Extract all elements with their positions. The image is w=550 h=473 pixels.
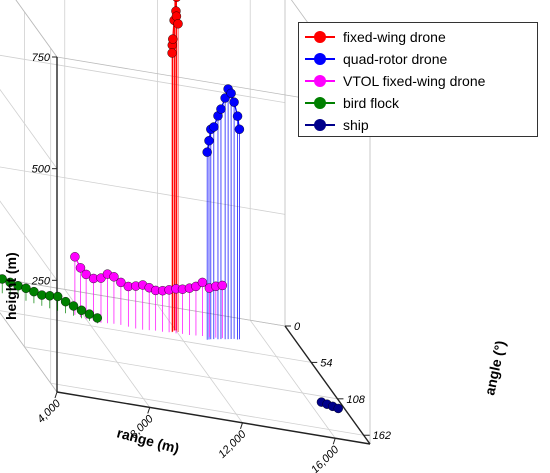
bird-flock-point <box>45 291 55 301</box>
quad-rotor-drone-point <box>232 111 243 121</box>
angle-tick-label: 162 <box>373 430 391 442</box>
legend-swatch-quad-rotor-drone <box>305 51 335 67</box>
height-tick-label: 250 <box>31 275 51 287</box>
legend-swatch-marker <box>314 53 326 65</box>
quad-rotor-drone-point <box>234 124 245 134</box>
quad-rotor-drone-point <box>226 88 236 99</box>
legend-swatch-marker <box>314 75 326 87</box>
vtol-fixed-wing-drone-point <box>109 272 119 282</box>
legend: fixed-wing drone quad-rotor drone VTOL fix… <box>298 22 538 137</box>
legend-item-quad-rotor-drone: quad-rotor drone <box>305 49 447 69</box>
legend-swatch-vtol-fixed-wing-drone <box>305 73 335 89</box>
angle-axis-line <box>284 325 371 445</box>
quad-rotor-drone-point <box>209 122 219 132</box>
angle-tick-label: 108 <box>346 394 365 406</box>
bird-flock-point <box>37 290 47 300</box>
legend-swatch-marker <box>314 119 326 131</box>
bird-flock-point <box>60 296 71 307</box>
legend-label: bird flock <box>343 95 400 111</box>
legend-item-vtol-fixed-wing-drone: VTOL fixed-wing drone <box>305 71 485 91</box>
z-axis-label: height (m) <box>3 252 19 320</box>
bird-flock-point <box>68 301 79 311</box>
left-wall-gridline <box>15 0 58 58</box>
left-wall-gridline <box>0 88 58 169</box>
legend-swatch-ship <box>305 117 335 133</box>
fixed-wing-drone-point <box>167 48 177 58</box>
floor-gridline-angle <box>50 382 364 436</box>
quad-rotor-drone-point <box>204 136 214 146</box>
vtol-fixed-wing-drone-point <box>197 277 208 288</box>
range-axis-line <box>56 391 371 445</box>
bird-flock-point <box>52 291 63 302</box>
quad-rotor-drone-point <box>216 104 226 114</box>
range-tick-mark <box>54 391 58 399</box>
bird-flock-point <box>0 274 7 284</box>
fixed-wing-drone-point <box>172 0 181 2</box>
y-axis-label: angle (°) <box>481 339 508 397</box>
quad-rotor-drone-point <box>229 97 239 107</box>
vtol-fixed-wing-drone-point <box>81 269 91 280</box>
left-wall-gridline <box>0 200 58 281</box>
vtol-fixed-wing-drone-point <box>75 263 86 273</box>
range-tick-mark <box>332 438 336 445</box>
bird-flock-point <box>29 286 39 297</box>
legend-item-bird-flock: bird flock <box>305 93 399 113</box>
floor-gridline-range <box>157 304 243 424</box>
legend-label: quad-rotor drone <box>343 51 448 67</box>
fixed-wing-drone-point <box>168 34 178 44</box>
data-points <box>0 0 343 414</box>
bird-flock-point <box>84 309 95 319</box>
vtol-fixed-wing-drone-point <box>217 280 228 291</box>
legend-label: ship <box>343 117 369 133</box>
drop-lines <box>1 0 240 340</box>
angle-tick-label: 0 <box>294 321 301 333</box>
height-tick-label: 500 <box>32 164 51 176</box>
legend-item-fixed-wing-drone: fixed-wing drone <box>305 27 446 47</box>
bird-flock-point <box>76 305 87 315</box>
fixed-wing-drone-point <box>173 19 183 29</box>
range-tick-label: 4,000 <box>35 397 64 426</box>
vtol-fixed-wing-drone-point <box>70 252 80 262</box>
height-tick-label: 750 <box>32 52 51 64</box>
angle-tick-label: 54 <box>320 357 332 369</box>
box-edge <box>15 0 58 58</box>
range-tick-label: 16,000 <box>309 443 342 473</box>
legend-item-ship: ship <box>305 115 369 135</box>
quad-rotor-drone-point <box>202 147 212 157</box>
legend-swatch-marker <box>314 31 326 43</box>
range-tick-mark <box>147 407 151 414</box>
ship-point <box>333 403 343 414</box>
bird-flock-point <box>21 283 31 293</box>
bird-flock-point <box>5 277 15 288</box>
legend-swatch-fixed-wing-drone <box>305 29 335 45</box>
range-tick-label: 12,000 <box>216 428 249 461</box>
legend-swatch-bird-flock <box>305 95 335 111</box>
floor-gridline-angle <box>24 346 338 400</box>
floor-gridline-range <box>249 319 336 439</box>
vtol-fixed-wing-drone-point <box>116 277 126 288</box>
legend-label: fixed-wing drone <box>343 29 446 45</box>
legend-label: VTOL fixed-wing drone <box>343 73 486 89</box>
box-edge <box>0 312 58 393</box>
legend-swatch-marker <box>314 97 326 109</box>
bird-flock-point <box>92 313 103 323</box>
range-tick-mark <box>240 422 243 429</box>
